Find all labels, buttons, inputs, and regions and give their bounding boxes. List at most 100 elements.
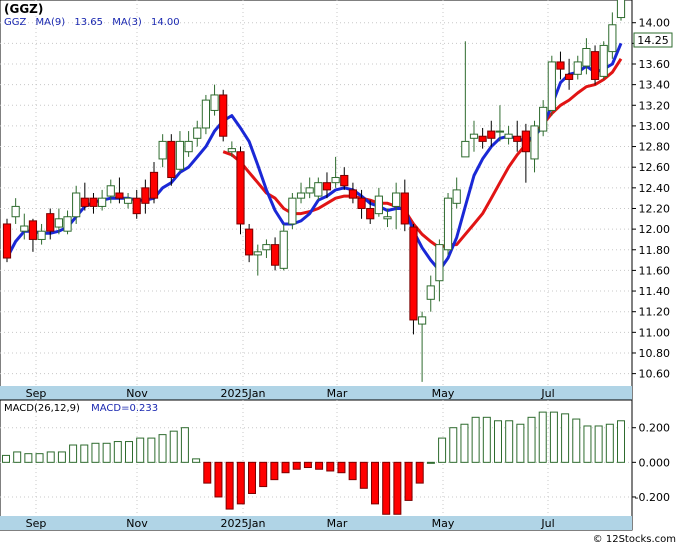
candle-up [37, 223, 46, 245]
candle-body [469, 133, 479, 139]
candle-down [28, 218, 38, 252]
candle-body [565, 73, 574, 80]
candle-up [495, 105, 505, 142]
candle-body [487, 130, 496, 139]
candle-body [2, 223, 12, 259]
candle-body [227, 148, 236, 153]
price-tick-label: 11.80 [639, 244, 671, 257]
macd-bar-positive [505, 420, 514, 463]
price-tick-label: 11.20 [639, 306, 671, 319]
price-tick-label: 12.60 [639, 161, 671, 174]
macd-bar-positive [113, 441, 122, 463]
price-legend: GGZ MA(9) 13.65 MA(3) 14.00 [4, 17, 180, 28]
macd-bar-positive [136, 437, 145, 463]
macd-bar-positive [527, 416, 536, 463]
candle-up [72, 185, 81, 224]
candle-body [392, 192, 401, 207]
macd-bar-positive [80, 444, 89, 463]
price-tick-label: 12.40 [639, 182, 671, 195]
candle-up [426, 275, 435, 312]
candle-up [392, 182, 401, 230]
candle-body [599, 44, 608, 77]
candle-body [149, 171, 159, 199]
candle-body [383, 216, 392, 220]
macd-bar-negative [236, 461, 245, 505]
candle-up [201, 94, 211, 135]
macd-date-label: Mar [327, 517, 348, 530]
candle-up [539, 100, 548, 137]
macd-bar-positive [91, 442, 100, 463]
macd-bar-negative [359, 461, 368, 489]
candle-up [573, 55, 582, 80]
candle-body [374, 195, 383, 215]
candle-up [374, 187, 383, 217]
candle-body [115, 192, 124, 199]
candle-down [590, 45, 600, 85]
candle-up [417, 311, 427, 382]
macd-bar-positive [57, 451, 66, 463]
candle-up [54, 208, 63, 235]
macd-legend-value: MACD=0.233 [91, 403, 158, 414]
price-date-labels: Sep Nov 2025Jan Mar May Jul [26, 387, 555, 400]
candle-body [357, 197, 366, 209]
macd-axis-ticks: 0.200 0.000 -0.200 [632, 422, 670, 504]
macd-bar-positive [471, 416, 480, 463]
macd-legend: MACD(26,12,9) MACD=0.233 [4, 403, 158, 414]
candle-up [210, 84, 219, 116]
legend-ma-slow-value: 14.00 [151, 17, 180, 28]
candle-body [426, 285, 435, 300]
macd-bar-negative [203, 461, 212, 484]
candle-down [46, 208, 55, 240]
macd-bar-positive [69, 444, 78, 463]
macd-bar-negative [259, 461, 268, 488]
candle-body [72, 192, 81, 218]
candle-body [556, 61, 565, 70]
candle-up [608, 12, 617, 59]
price-tick-label: 10.60 [639, 368, 671, 381]
candle-body [106, 185, 115, 197]
candle-down [513, 120, 522, 152]
candle-body [80, 197, 89, 207]
candle-down [167, 134, 176, 186]
price-date-label: Sep [26, 387, 47, 400]
legend-ma-slow-label: MA(3) [112, 17, 142, 28]
macd-bar-positive [572, 418, 581, 463]
price-tick-label: 13.40 [639, 79, 671, 92]
macd-bar-positive [438, 437, 447, 463]
price-tick-label: 13.20 [639, 99, 671, 112]
price-tick-label: 13.00 [639, 120, 671, 133]
candle-body [279, 230, 288, 269]
candle-body [184, 140, 193, 153]
candle-up [20, 213, 29, 240]
candlesticks [2, 0, 626, 382]
macd-bar-positive [561, 413, 570, 463]
macd-bar-positive [102, 442, 111, 463]
price-date-label: Mar [327, 387, 348, 400]
candle-up [262, 239, 271, 259]
candle-body [616, 0, 626, 19]
macd-bar-negative [404, 461, 413, 501]
candle-down [80, 182, 89, 211]
candle-body [123, 197, 133, 204]
candle-body [608, 24, 617, 53]
candle-body [573, 61, 582, 75]
candle-up [547, 55, 556, 116]
macd-bar-positive [482, 416, 491, 463]
price-tick-label: 12.80 [639, 141, 671, 154]
candle-up [296, 182, 306, 204]
macd-bar-positive [583, 425, 592, 463]
candle-body [340, 174, 349, 187]
macd-bar-negative [292, 461, 301, 470]
candle-up [452, 177, 461, 209]
macd-bar-positive [192, 458, 201, 463]
candle-body [530, 125, 539, 160]
candle-body [417, 316, 427, 325]
candle-body [521, 130, 530, 153]
candle-down [219, 89, 228, 142]
candle-body [37, 230, 46, 240]
candle-body [409, 226, 418, 321]
macd-bar-negative [393, 461, 402, 515]
candle-down [270, 237, 280, 271]
candle-down [149, 162, 159, 204]
